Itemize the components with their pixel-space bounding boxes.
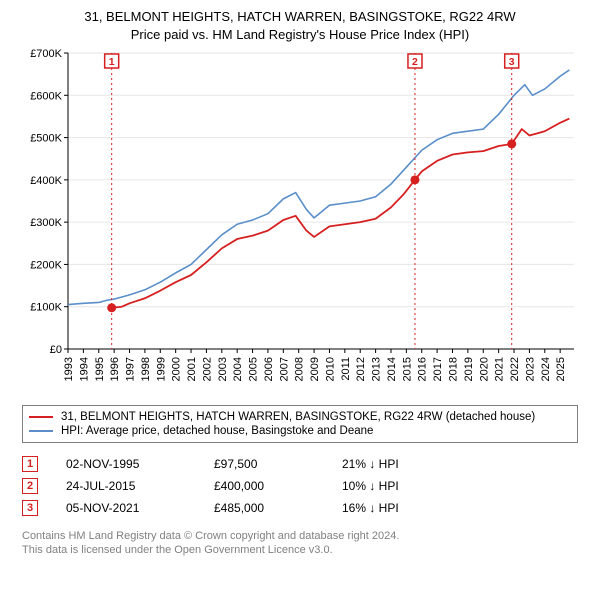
svg-text:2014: 2014 <box>386 357 398 381</box>
svg-text:2012: 2012 <box>355 357 367 381</box>
svg-text:2011: 2011 <box>340 357 352 381</box>
svg-text:2013: 2013 <box>371 357 383 381</box>
svg-text:£300K: £300K <box>30 217 62 229</box>
svg-text:£500K: £500K <box>30 133 62 145</box>
svg-text:2018: 2018 <box>447 357 459 381</box>
price-chart: £0 £100K £200K £300K £400K £500K £600K £700K 199… <box>20 47 580 397</box>
svg-text:3: 3 <box>509 56 515 68</box>
legend-label: HPI: Average price, detached house, Basi… <box>61 425 373 437</box>
svg-text:2003: 2003 <box>217 357 229 381</box>
footer-line2: This data is licensed under the Open Gov… <box>22 543 578 557</box>
svg-text:2022: 2022 <box>509 357 521 381</box>
marker-badge: 2 <box>22 478 38 494</box>
marker-badge: 1 <box>22 456 38 472</box>
svg-text:£0: £0 <box>50 344 62 356</box>
svg-text:2017: 2017 <box>432 357 444 381</box>
svg-text:1997: 1997 <box>125 357 137 381</box>
svg-text:£600K: £600K <box>30 90 62 102</box>
marker-delta: 10% ↓ HPI <box>342 479 399 493</box>
svg-text:2016: 2016 <box>417 357 429 381</box>
marker-date: 02-NOV-1995 <box>66 457 186 471</box>
svg-text:2021: 2021 <box>494 357 506 381</box>
marker-date: 05-NOV-2021 <box>66 501 186 515</box>
chart-title: 31, BELMONT HEIGHTS, HATCH WARREN, BASIN… <box>12 8 588 43</box>
marker-delta: 21% ↓ HPI <box>342 457 399 471</box>
svg-text:2010: 2010 <box>324 357 336 381</box>
svg-text:2007: 2007 <box>278 357 290 381</box>
svg-text:1994: 1994 <box>78 357 90 381</box>
svg-text:2: 2 <box>412 56 418 68</box>
svg-text:£200K: £200K <box>30 260 62 272</box>
legend-label: 31, BELMONT HEIGHTS, HATCH WARREN, BASIN… <box>61 411 535 423</box>
legend-row: 31, BELMONT HEIGHTS, HATCH WARREN, BASIN… <box>29 410 571 424</box>
marker-row: 2 24-JUL-2015 £400,000 10% ↓ HPI <box>22 475 578 497</box>
title-line1: 31, BELMONT HEIGHTS, HATCH WARREN, BASIN… <box>12 8 588 26</box>
svg-text:2001: 2001 <box>186 357 198 381</box>
legend-swatch <box>29 416 53 418</box>
svg-text:£400K: £400K <box>30 175 62 187</box>
legend-row: HPI: Average price, detached house, Basi… <box>29 424 571 438</box>
svg-text:2000: 2000 <box>171 357 183 381</box>
marker-date: 24-JUL-2015 <box>66 479 186 493</box>
marker-price: £400,000 <box>214 479 314 493</box>
svg-text:2020: 2020 <box>478 357 490 381</box>
svg-text:1999: 1999 <box>155 357 167 381</box>
svg-text:2023: 2023 <box>524 357 536 381</box>
svg-text:2024: 2024 <box>540 357 552 381</box>
marker-delta: 16% ↓ HPI <box>342 501 399 515</box>
footer: Contains HM Land Registry data © Crown c… <box>22 529 578 558</box>
svg-text:2005: 2005 <box>248 357 260 381</box>
svg-text:1: 1 <box>109 56 115 68</box>
svg-text:£700K: £700K <box>30 48 62 60</box>
marker-price: £485,000 <box>214 501 314 515</box>
marker-row: 1 02-NOV-1995 £97,500 21% ↓ HPI <box>22 453 578 475</box>
legend-swatch <box>29 430 53 432</box>
svg-text:2015: 2015 <box>401 357 413 381</box>
svg-text:£100K: £100K <box>30 302 62 314</box>
marker-price: £97,500 <box>214 457 314 471</box>
svg-text:2004: 2004 <box>232 357 244 381</box>
svg-text:2019: 2019 <box>463 357 475 381</box>
svg-text:2009: 2009 <box>309 357 321 381</box>
svg-text:2008: 2008 <box>294 357 306 381</box>
chart-svg: £0 £100K £200K £300K £400K £500K £600K £700K 199… <box>20 47 580 397</box>
marker-badge: 3 <box>22 500 38 516</box>
svg-text:1998: 1998 <box>140 357 152 381</box>
svg-text:2025: 2025 <box>555 357 567 381</box>
footer-line1: Contains HM Land Registry data © Crown c… <box>22 529 578 543</box>
title-line2: Price paid vs. HM Land Registry's House … <box>12 26 588 44</box>
marker-table: 1 02-NOV-1995 £97,500 21% ↓ HPI 2 24-JUL… <box>22 453 578 519</box>
marker-row: 3 05-NOV-2021 £485,000 16% ↓ HPI <box>22 497 578 519</box>
svg-text:1996: 1996 <box>109 357 121 381</box>
svg-text:1995: 1995 <box>94 357 106 381</box>
legend: 31, BELMONT HEIGHTS, HATCH WARREN, BASIN… <box>22 405 578 443</box>
svg-text:2006: 2006 <box>263 357 275 381</box>
svg-text:1993: 1993 <box>63 357 75 381</box>
svg-text:2002: 2002 <box>201 357 213 381</box>
